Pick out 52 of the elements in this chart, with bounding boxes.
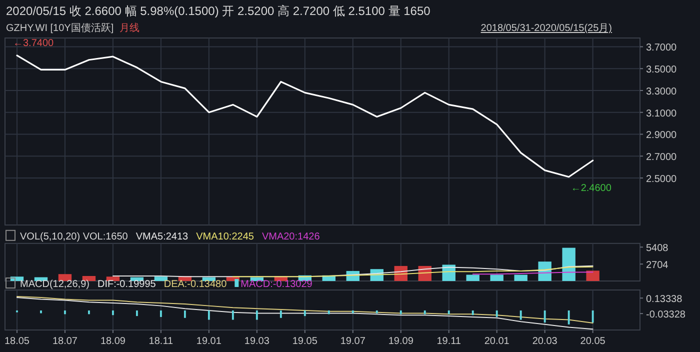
bar (106, 276, 120, 281)
text: 2018/05/31-2020/05/15(25月) (480, 23, 612, 34)
bar (562, 248, 576, 281)
y-tick-label: 3.7000 (646, 42, 678, 54)
text: 月线 (120, 22, 140, 34)
y-tick-label: 3.1000 (646, 108, 678, 120)
y-tick-label: 2.7000 (646, 152, 678, 164)
series-label: DEA:-0.13480 (164, 279, 228, 290)
x-tick-label: 20.01 (484, 336, 510, 347)
legend-label: MACD:-0.13029 (240, 279, 313, 290)
x-tick-label: 19.05 (292, 336, 318, 347)
text: VMA20:1426 (262, 231, 320, 242)
bar (82, 276, 96, 281)
chart-title: MACD(12,26,9) (20, 279, 90, 290)
bar (586, 270, 600, 281)
bar (466, 274, 480, 281)
line-series (16, 296, 594, 324)
bar (514, 274, 528, 281)
x-tick-label: 18.07 (52, 336, 78, 347)
y-tick-label: 3.5000 (646, 64, 678, 76)
annotation: ←2.4600 (570, 182, 612, 194)
x-tick-label: 19.09 (388, 336, 414, 347)
bar (202, 277, 216, 281)
y-tick-label: 2704 (646, 260, 669, 272)
bar (490, 274, 504, 281)
y-tick-label: 0.13338 (646, 294, 683, 306)
y-tick-label: 2.9000 (646, 130, 678, 142)
y-tick-label: 3.3000 (646, 86, 678, 98)
chart-subtitle: GZHY.WI [10Y国债活跃] (6, 22, 114, 34)
chart-title: VOL(5,10,20) VOL:1650 (20, 231, 128, 242)
y-tick-label: 2.5000 (646, 174, 678, 185)
x-tick-label: 20.05 (580, 336, 606, 347)
x-tick-label: 19.07 (340, 336, 366, 347)
x-tick-label: 18.11 (148, 336, 174, 347)
chart-title: 2020/05/15 收 2.6600 幅 5.98%(0.1500) 开 2.5200 高 2.7200 低 2.5100 量 1650 (6, 4, 431, 18)
line-series (16, 54, 594, 178)
x-tick-label: 19.01 (196, 336, 222, 347)
y-tick-label: -0.03328 (646, 310, 686, 321)
y-tick-label: 5408 (646, 243, 669, 254)
bar (250, 277, 264, 281)
x-tick-label: 20.03 (532, 336, 558, 347)
series-label: DIF:-0.19995 (97, 279, 156, 290)
x-tick-label: 19.11 (436, 336, 462, 347)
bar (58, 274, 72, 281)
text: VMA5:2413 (136, 231, 189, 242)
annotation: ←3.7400 (13, 38, 54, 49)
text: VMA10:2245 (196, 231, 254, 242)
line-series (16, 296, 594, 330)
x-tick-label: 18.05 (4, 336, 30, 347)
bar (154, 276, 168, 281)
x-tick-label: 18.09 (100, 336, 126, 347)
x-tick-label: 19.03 (244, 336, 270, 347)
